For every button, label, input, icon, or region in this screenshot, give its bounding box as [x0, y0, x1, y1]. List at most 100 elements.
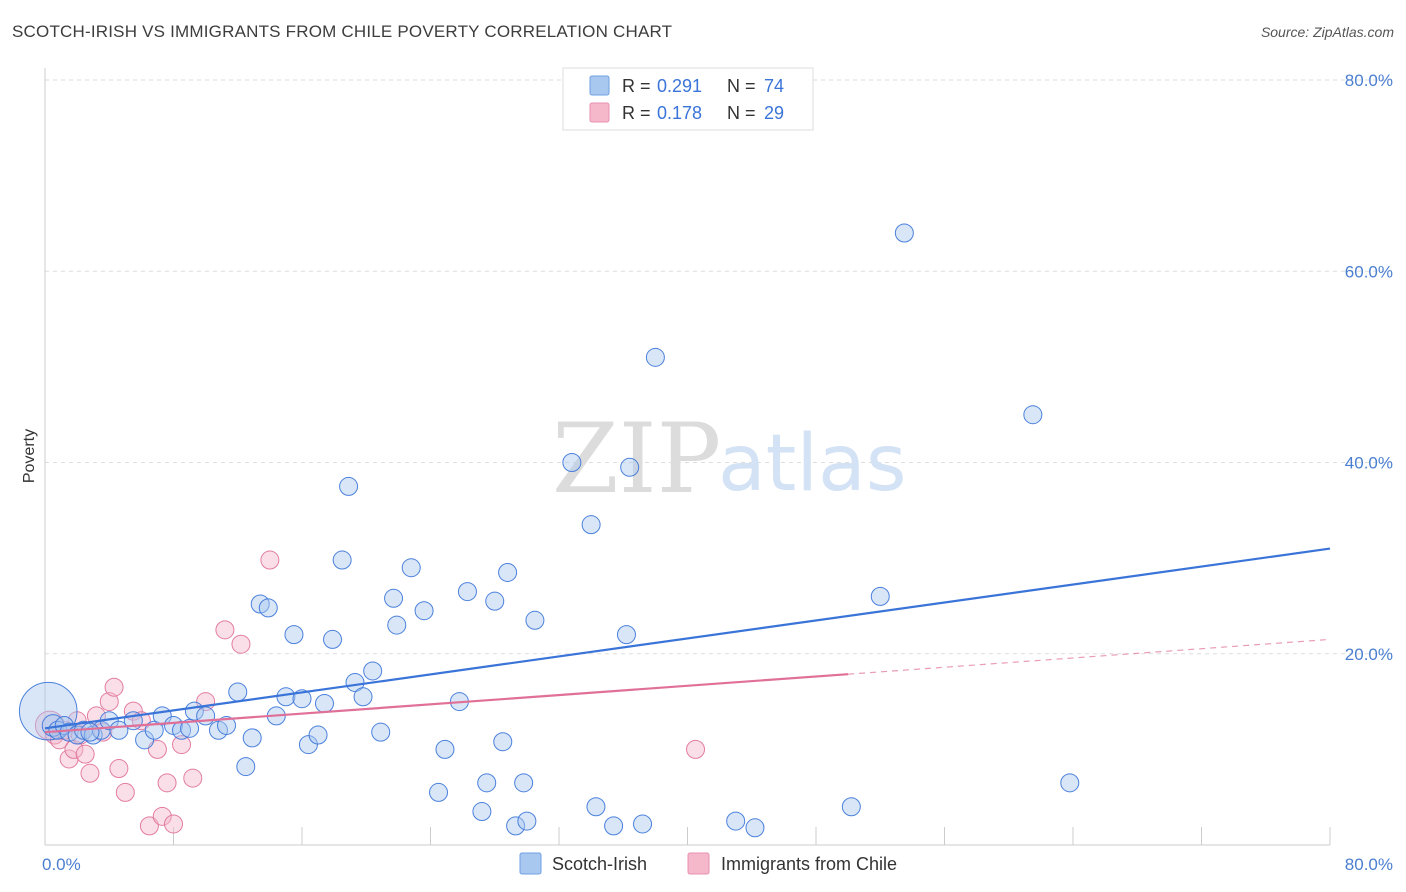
axes [44, 68, 1331, 846]
chile-point-14 [109, 759, 129, 778]
chile-point-24 [183, 768, 203, 788]
scotch-irish-point-51 [493, 732, 513, 752]
scotch-irish-point-34 [332, 550, 352, 570]
scotch-irish-point-47 [457, 582, 477, 602]
scotch-irish-point-30 [298, 735, 318, 755]
legend-r-value-1: 0.291 [657, 76, 702, 96]
chile-point-13 [104, 677, 124, 697]
scotch-irish-point-22 [236, 757, 256, 777]
scotch-irish-point-66 [745, 818, 765, 838]
scotch-irish-point-69 [894, 223, 914, 243]
top-legend: R = 0.291 N = 74 R = 0.178 N = 29 [562, 67, 814, 131]
scotch-irish-point-33 [323, 629, 343, 649]
scotch-irish-point-61 [616, 625, 636, 645]
scotch-irish-point-35 [339, 476, 359, 496]
x-tick-label-1: 80.0% [1345, 855, 1393, 874]
scotch-irish-point-25 [258, 598, 278, 618]
scotch-irish-point-31 [308, 725, 328, 745]
chile-point-5 [64, 739, 84, 759]
chart-title: SCOTCH-IRISH VS IMMIGRANTS FROM CHILE PO… [12, 22, 673, 41]
trend-lines [44, 547, 1331, 734]
y-axis-label: Poverty [21, 429, 38, 483]
legend-n-value-1: 74 [764, 76, 784, 96]
scotch-irish-point-38 [363, 661, 383, 681]
scotch-irish-point-12 [135, 730, 155, 750]
scotch-irish-point-59 [586, 797, 606, 817]
scotch-irish-point-50 [485, 591, 505, 611]
scotch-irish-point-42 [401, 558, 421, 578]
legend-r-label-1: R = [622, 76, 651, 96]
scotch-irish-point-28 [284, 625, 304, 645]
chile-point-22 [164, 814, 183, 834]
chile-point-27 [231, 634, 251, 654]
scotch-irish-point-65 [726, 811, 746, 831]
chile-point-15 [115, 782, 135, 802]
scotch-irish-point-13 [144, 720, 164, 740]
scotch-irish-point-21 [228, 682, 248, 702]
scotch-irish-point-73 [180, 718, 200, 738]
scotch-irish-point-37 [353, 687, 373, 707]
chile-point-21 [157, 773, 177, 793]
scotch-irish-point-36 [345, 672, 365, 692]
legend-n-value-2: 29 [764, 103, 784, 123]
bottom-legend: Scotch-Irish Immigrants from Chile [519, 852, 897, 875]
trend-line-chile-solid [44, 673, 849, 734]
scotch-irish-point-27 [276, 687, 296, 707]
scotch-irish-point-70 [1023, 405, 1043, 425]
trend-line-chile-dashed [848, 638, 1331, 675]
bottom-legend-scotch-irish: Scotch-Irish [552, 854, 647, 874]
y-tick-label-2: 60.0% [1345, 262, 1393, 281]
watermark: ZIP atlas [552, 403, 907, 515]
legend-swatch-pink [589, 102, 610, 123]
source-label: Source: ZipAtlas.com [1260, 24, 1394, 40]
scotch-irish-point-57 [562, 453, 582, 472]
scotch-irish-point-71 [1060, 773, 1080, 793]
scotch-irish-point-67 [841, 797, 861, 817]
x-tick-labels: 0.0% 80.0% [42, 855, 1393, 874]
x-tick-label-0: 0.0% [42, 855, 81, 874]
scotch-irish-point-58 [581, 515, 601, 535]
scotch-irish-point-52 [498, 562, 518, 582]
bottom-legend-swatch-pink [687, 852, 710, 875]
scotch-irish-point-48 [472, 802, 492, 822]
y-tick-label-3: 80.0% [1345, 71, 1393, 90]
chile-point-28 [260, 550, 280, 570]
scotch-irish-point-29 [292, 689, 312, 709]
chile-point-20 [152, 806, 172, 826]
scotch-irish-point-41 [387, 615, 407, 635]
chile-point-23 [172, 735, 192, 755]
bottom-legend-chile: Immigrants from Chile [721, 854, 897, 874]
scotch-irish-point-20 [217, 715, 237, 735]
scotch-irish-point-72 [80, 722, 100, 742]
scotch-irish-point-55 [525, 610, 545, 630]
scotch-irish-point-43 [414, 601, 434, 621]
scotch-irish-point-40 [384, 588, 404, 608]
chile-point-29 [686, 739, 706, 759]
y-tick-label-1: 40.0% [1345, 454, 1393, 473]
scotch-irish-point-44 [429, 782, 449, 802]
scotch-irish-point-60 [604, 816, 624, 836]
watermark-atlas: atlas [718, 419, 907, 509]
bottom-legend-swatch-blue [519, 852, 542, 875]
scotch-irish-point-62 [620, 457, 640, 477]
chile-point-18 [139, 816, 159, 836]
legend-n-label-2: N = [727, 103, 756, 123]
legend-r-value-2: 0.178 [657, 103, 702, 123]
y-tick-labels: 20.0% 40.0% 60.0% 80.0% [1345, 71, 1393, 664]
scotch-irish-point-18 [196, 706, 216, 726]
scotch-irish-point-68 [870, 586, 890, 606]
legend-swatch-blue [589, 75, 610, 96]
scotch-irish-point-63 [633, 814, 653, 834]
scotch-irish-point-45 [435, 739, 455, 759]
chile-point-19 [147, 739, 167, 759]
chile-point-8 [75, 744, 95, 764]
scotch-irish-point-64 [645, 347, 665, 367]
chile-point-26 [215, 620, 235, 640]
legend-r-label-2: R = [622, 103, 651, 123]
trend-line-scotch-irish [44, 547, 1331, 730]
scotch-irish-point-54 [514, 773, 534, 793]
scotch-irish-point-53 [506, 816, 526, 836]
scotch-irish-point-39 [371, 722, 391, 742]
y-tick-label-0: 20.0% [1345, 645, 1393, 664]
